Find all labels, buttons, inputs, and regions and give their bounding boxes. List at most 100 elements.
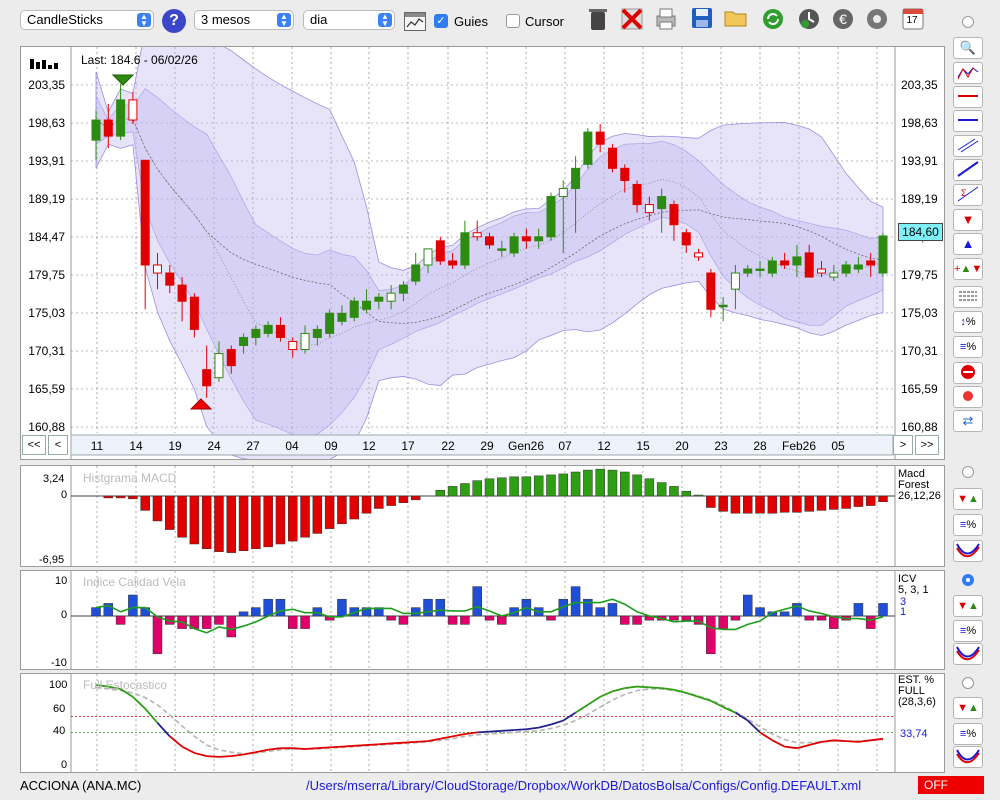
blue-line-icon[interactable]	[953, 110, 983, 132]
macd-arrows-icon[interactable]: ▼▲	[953, 488, 983, 510]
arrow-down-icon[interactable]: ▼	[953, 209, 983, 231]
stoch-lines-percent-icon[interactable]: ≡%	[953, 723, 983, 745]
macd-bar	[767, 495, 778, 514]
period-select[interactable]: 3 mesos ▲ ▼	[194, 10, 294, 30]
macd-bar	[742, 495, 753, 514]
chart-window-icon[interactable]	[404, 12, 426, 31]
candle-body	[202, 369, 212, 387]
stochastic-line	[685, 692, 699, 698]
candle-body	[681, 232, 691, 246]
stochastic-line	[194, 752, 207, 757]
stoch-curve-icon[interactable]	[953, 746, 983, 768]
trash-icon[interactable]	[585, 6, 611, 34]
zoom-icon[interactable]: 🔍	[953, 37, 983, 59]
print-icon[interactable]	[653, 6, 679, 34]
stoch-y-60: 60	[53, 703, 66, 715]
stochastic-line	[317, 746, 330, 750]
price-tick-right: 203,35	[901, 78, 938, 92]
fibonacci-icon[interactable]: Σ	[953, 184, 983, 206]
stochastic-line	[218, 755, 232, 758]
price-tick-left: 184,47	[28, 230, 65, 244]
icv-lines-percent-icon[interactable]: ≡%	[953, 620, 983, 642]
icv-arrows-icon[interactable]: ▼▲	[953, 595, 983, 617]
chart-type-select[interactable]: CandleSticks ▲ ▼	[20, 10, 154, 30]
stochastic-line	[304, 747, 318, 750]
price-tick-left: 170,31	[28, 344, 65, 358]
candle-body	[411, 264, 421, 282]
open-folder-icon[interactable]	[723, 6, 749, 34]
arrow-up-icon[interactable]: ▲	[953, 233, 983, 255]
macd-bar	[681, 490, 691, 497]
stochastic-line	[181, 745, 195, 754]
icv-bar	[214, 615, 224, 625]
stochastic-line	[846, 740, 859, 743]
panel-radio-2[interactable]	[962, 466, 974, 478]
sync-icon[interactable]: ⇄	[953, 410, 983, 432]
nav-next-button[interactable]: >	[893, 435, 913, 455]
candle-body	[152, 264, 162, 274]
icv-bar	[620, 615, 630, 625]
help-icon[interactable]: ?	[162, 9, 186, 33]
stop-icon[interactable]	[953, 362, 983, 384]
nav-last-button[interactable]: >>	[915, 435, 939, 455]
icv-value-1: 3	[900, 596, 907, 608]
red-line-icon[interactable]	[953, 86, 983, 108]
euro-icon[interactable]: €	[830, 6, 856, 34]
nav-prev-button[interactable]: <	[48, 435, 68, 455]
save-icon[interactable]	[689, 6, 715, 34]
candle-body	[300, 332, 310, 351]
date-tick: 28	[753, 439, 767, 453]
candle-body	[128, 99, 138, 121]
calendar-icon[interactable]: 17	[900, 6, 926, 34]
macd-bar	[165, 495, 175, 530]
trendline-icon[interactable]	[953, 159, 983, 181]
delete-icon[interactable]	[619, 6, 645, 34]
stochastic-line	[403, 740, 416, 744]
stochastic-line	[452, 733, 466, 738]
stochastic-line	[858, 739, 871, 743]
update-icon[interactable]	[796, 6, 822, 34]
off-status-badge[interactable]: OFF	[918, 776, 984, 794]
panel-radio-4[interactable]	[962, 677, 974, 689]
record-icon[interactable]	[953, 386, 983, 408]
macd-panel[interactable]: Histgrama MACD 3,24 0 -6,95 Macd Forest …	[20, 465, 945, 567]
macd-curve-icon[interactable]	[953, 540, 983, 562]
stochastic-line	[710, 699, 724, 708]
lines-percent-icon[interactable]: ≡%	[953, 336, 983, 358]
icv-curve-icon[interactable]	[953, 643, 983, 665]
stoch-y-40: 40	[53, 725, 66, 737]
icv-bar	[865, 615, 876, 629]
price-panel[interactable]: 203,35 203,35 198,63 198,63 193,91 193,91 189,…	[20, 46, 945, 460]
candle-body	[214, 353, 224, 379]
stoch-arrows-icon[interactable]: ▼▲	[953, 697, 983, 719]
list-lines-icon[interactable]	[953, 286, 983, 308]
gear-icon[interactable]	[864, 6, 890, 34]
interval-select[interactable]: dia ▲ ▼	[303, 10, 395, 30]
icv-bar	[263, 598, 273, 617]
scale-percent-icon[interactable]: ↕%	[953, 311, 983, 333]
macd-bar	[300, 495, 310, 538]
cursor-checkbox[interactable]	[506, 14, 520, 28]
panel-radio-1[interactable]	[962, 16, 974, 28]
channel-icon[interactable]	[953, 135, 983, 157]
icv-bar	[484, 615, 495, 621]
refresh-icon[interactable]	[760, 6, 786, 34]
macd-lines-percent-icon[interactable]: ≡%	[953, 514, 983, 536]
icv-panel[interactable]: Indice Calidad Vela 10 0 -10 ICV 5, 3, 1…	[20, 570, 945, 670]
candle-body	[337, 312, 347, 322]
price-tick-left: 203,35	[28, 78, 65, 92]
macd-bar	[484, 478, 495, 497]
stochastic-panel[interactable]: Full Estocastico 100 60 40 0 EST. % FULL…	[20, 673, 945, 773]
add-indicator-icon[interactable]: +▲▼	[953, 258, 983, 280]
macd-bar	[656, 482, 667, 497]
macd-bar	[865, 495, 876, 506]
panel-radio-3-selected[interactable]	[962, 574, 974, 586]
candles-icon[interactable]	[953, 62, 983, 84]
bars-icon	[42, 60, 46, 69]
guides-checkbox[interactable]: ✓	[434, 14, 448, 28]
macd-bar	[324, 495, 335, 529]
nav-first-button[interactable]: <<	[22, 435, 46, 455]
config-path-link[interactable]: /Users/mserra/Library/CloudStorage/Dropb…	[306, 778, 862, 793]
price-tick-right: 175,03	[901, 306, 938, 320]
stochastic-line	[144, 708, 159, 724]
